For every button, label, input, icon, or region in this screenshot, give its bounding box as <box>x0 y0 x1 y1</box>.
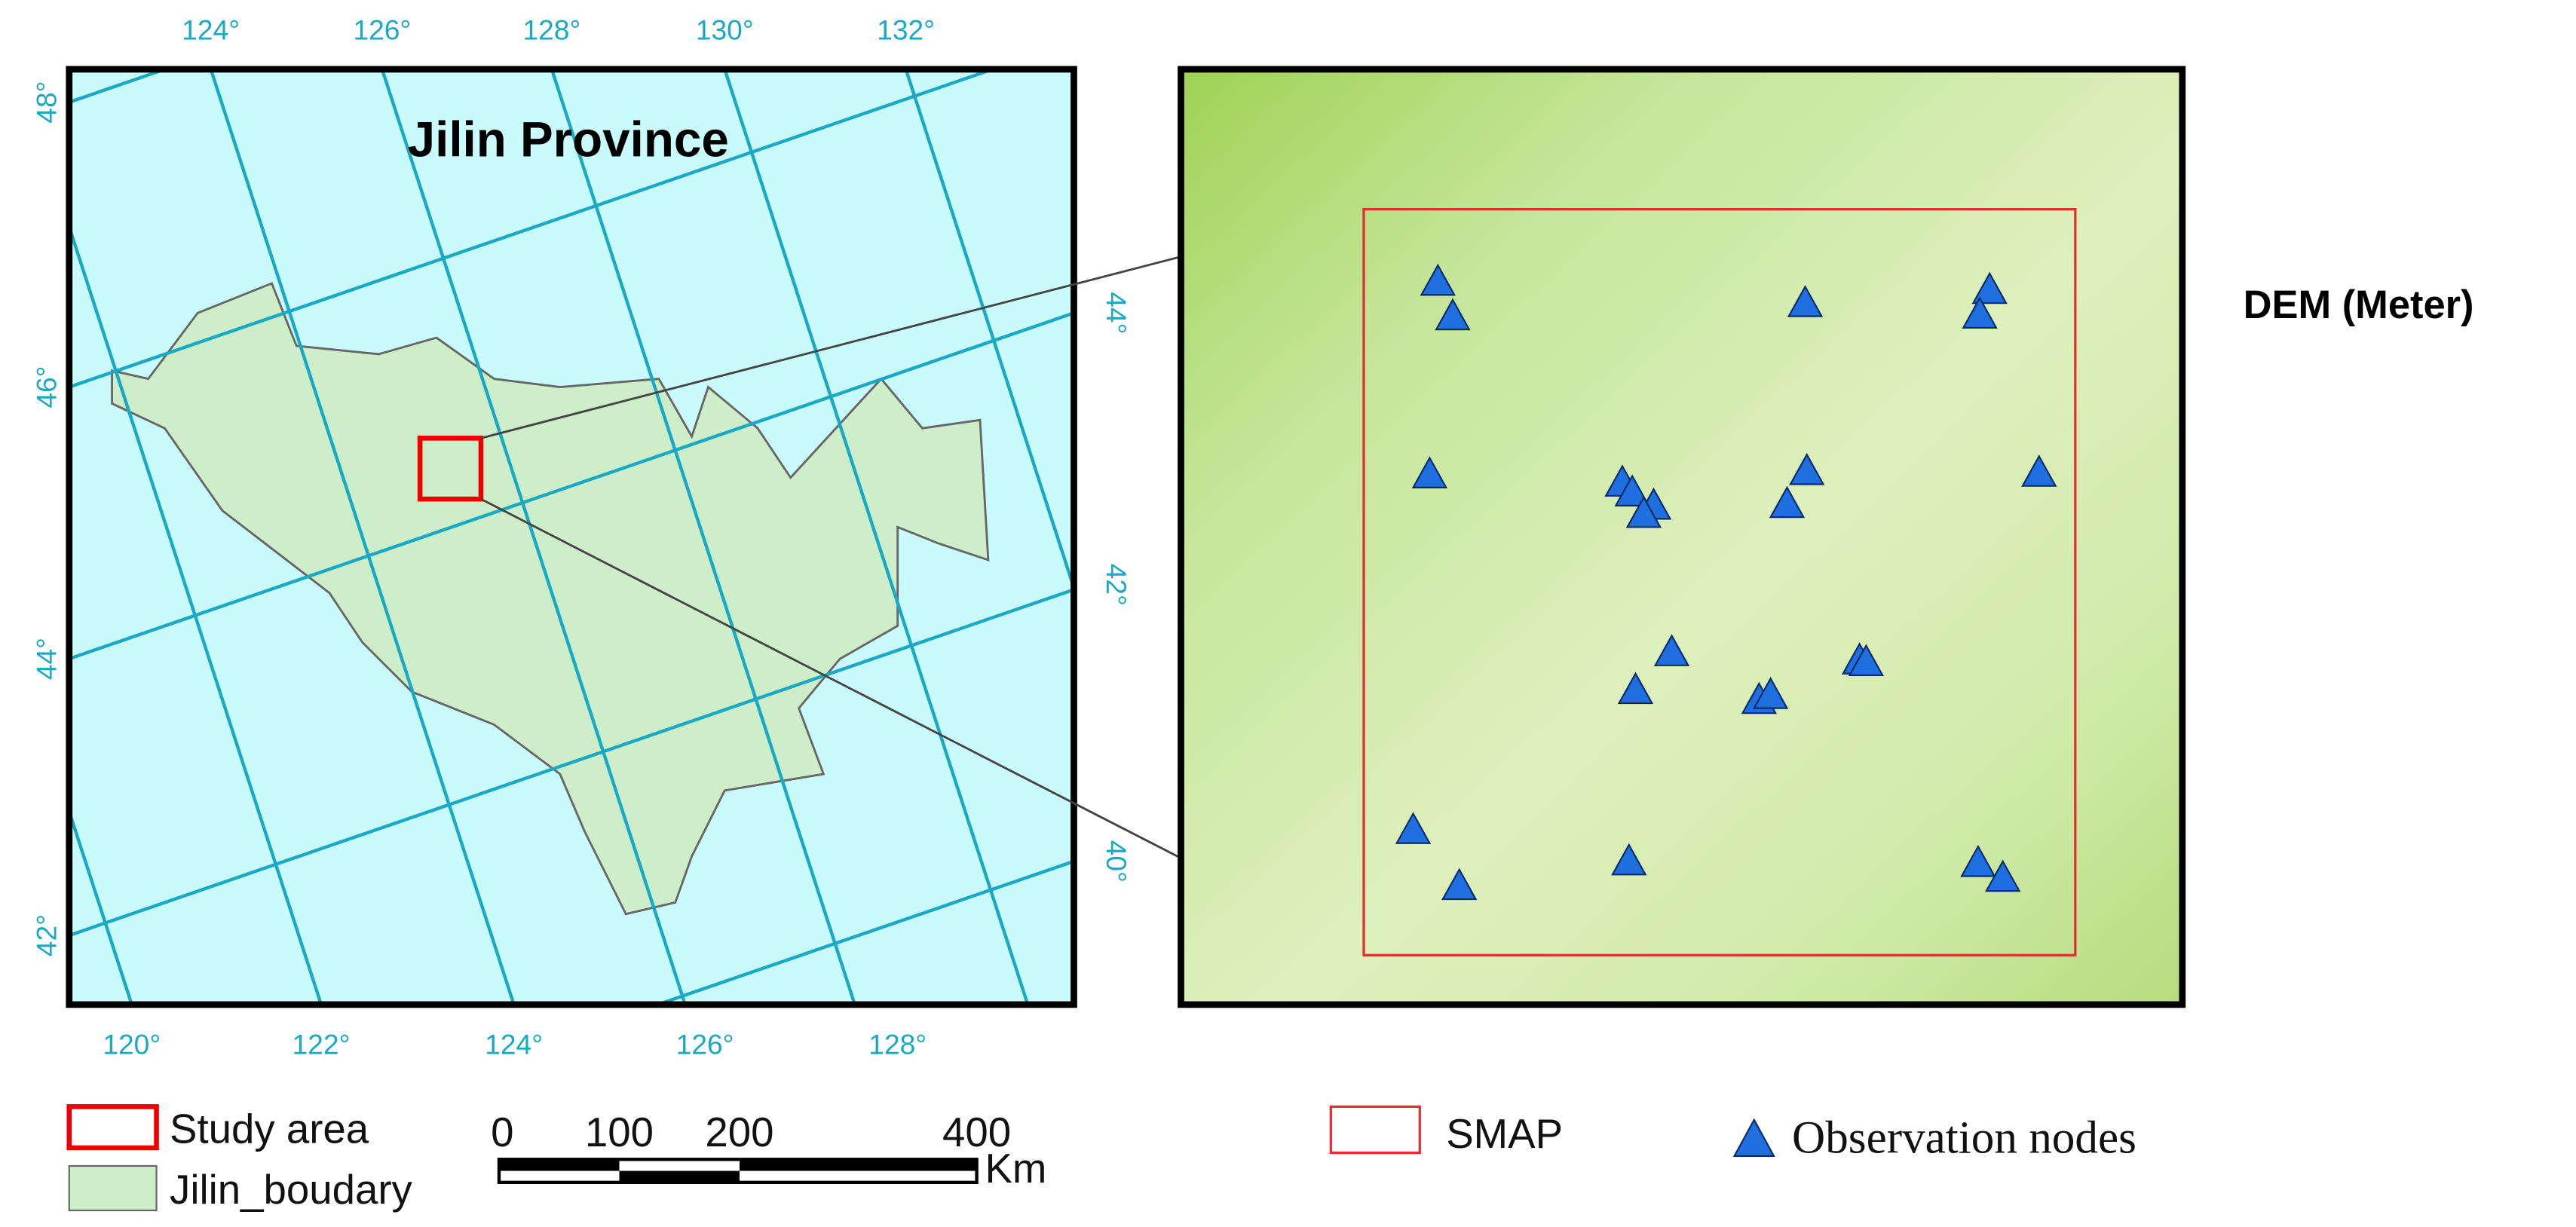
scale-label: 200 <box>705 1109 773 1155</box>
lat-label: 40° <box>1101 840 1132 883</box>
meridian <box>69 221 323 1005</box>
left-map: Jilin Province 124° 126° 128° 130° 132° 120° 1… <box>30 14 1132 1060</box>
node <box>1962 296 1998 329</box>
node <box>1411 456 1448 488</box>
parallel <box>69 311 1074 661</box>
lat-label: 44° <box>1101 292 1132 334</box>
lat-label: 44° <box>30 638 62 680</box>
lat-label: 48° <box>30 81 62 124</box>
lon-label: 126° <box>353 14 411 46</box>
observation-nodes <box>1395 263 2057 901</box>
lat-label: 42° <box>1101 564 1132 606</box>
legend-label: Study area <box>170 1106 369 1152</box>
lon-label: 130° <box>696 14 754 46</box>
lon-label: 126° <box>676 1028 734 1060</box>
node <box>1441 867 1478 901</box>
meridian <box>723 69 1030 1005</box>
node <box>1971 271 2008 304</box>
legend-label: Jilin_boudary <box>170 1167 412 1213</box>
study-area-box <box>417 436 484 502</box>
bottom-legend: Study area Jilin_boudary Km 0 100 200 400 S… <box>66 1104 2136 1213</box>
scale-label: 400 <box>942 1109 1011 1155</box>
node <box>1614 474 1650 506</box>
node <box>1752 677 1789 709</box>
scale-label: 0 <box>491 1109 513 1155</box>
meridian <box>209 69 516 1005</box>
node <box>1435 298 1471 331</box>
parallel <box>652 859 1074 1005</box>
parallel <box>69 588 1074 938</box>
map-frame <box>66 66 1077 1008</box>
node <box>1420 263 1456 296</box>
node <box>1617 672 1654 705</box>
node <box>1984 859 2021 892</box>
lon-label: 122° <box>293 1028 351 1060</box>
lon-label: 132° <box>877 14 935 46</box>
dem-map <box>1178 66 2186 1008</box>
node <box>1769 485 1806 519</box>
dem-legend: DEM (Meter) <box>2244 283 2474 327</box>
legend-label: Observation nodes <box>1792 1112 2136 1164</box>
meridian <box>69 806 133 1005</box>
node <box>1625 495 1662 528</box>
lon-label: 128° <box>868 1028 927 1060</box>
scale-label: 100 <box>585 1109 654 1155</box>
scale-bar: Km 0 100 200 400 <box>491 1109 1046 1192</box>
map-title: Jilin Province <box>408 112 729 167</box>
lon-label: 124° <box>485 1028 543 1060</box>
meridian <box>380 69 687 1005</box>
graticule <box>69 69 1074 1005</box>
node <box>1848 644 1885 677</box>
node <box>1653 634 1690 666</box>
lat-label: 42° <box>30 914 62 956</box>
meridian <box>904 69 1074 593</box>
scale-unit: Km <box>985 1146 1046 1192</box>
lon-label: 128° <box>523 14 581 46</box>
meridian <box>550 69 856 1005</box>
node <box>1789 452 1825 485</box>
legend-swatch <box>1732 1118 1775 1157</box>
legend-swatch <box>68 1164 158 1212</box>
right-map <box>1178 66 2186 1008</box>
node <box>1787 285 1824 317</box>
parallel <box>69 69 998 389</box>
node <box>2021 454 2057 487</box>
smap-box <box>1362 207 2077 956</box>
legend-label: SMAP <box>1446 1111 1563 1157</box>
legend-swatch <box>66 1104 159 1151</box>
dem-legend-title: DEM (Meter) <box>2244 283 2474 327</box>
node <box>1611 843 1647 876</box>
node <box>1960 844 1996 877</box>
lat-label: 46° <box>30 366 62 408</box>
lon-label: 120° <box>103 1028 161 1060</box>
node <box>1395 812 1432 844</box>
legend-swatch <box>1329 1105 1421 1155</box>
lon-label: 124° <box>182 14 240 46</box>
